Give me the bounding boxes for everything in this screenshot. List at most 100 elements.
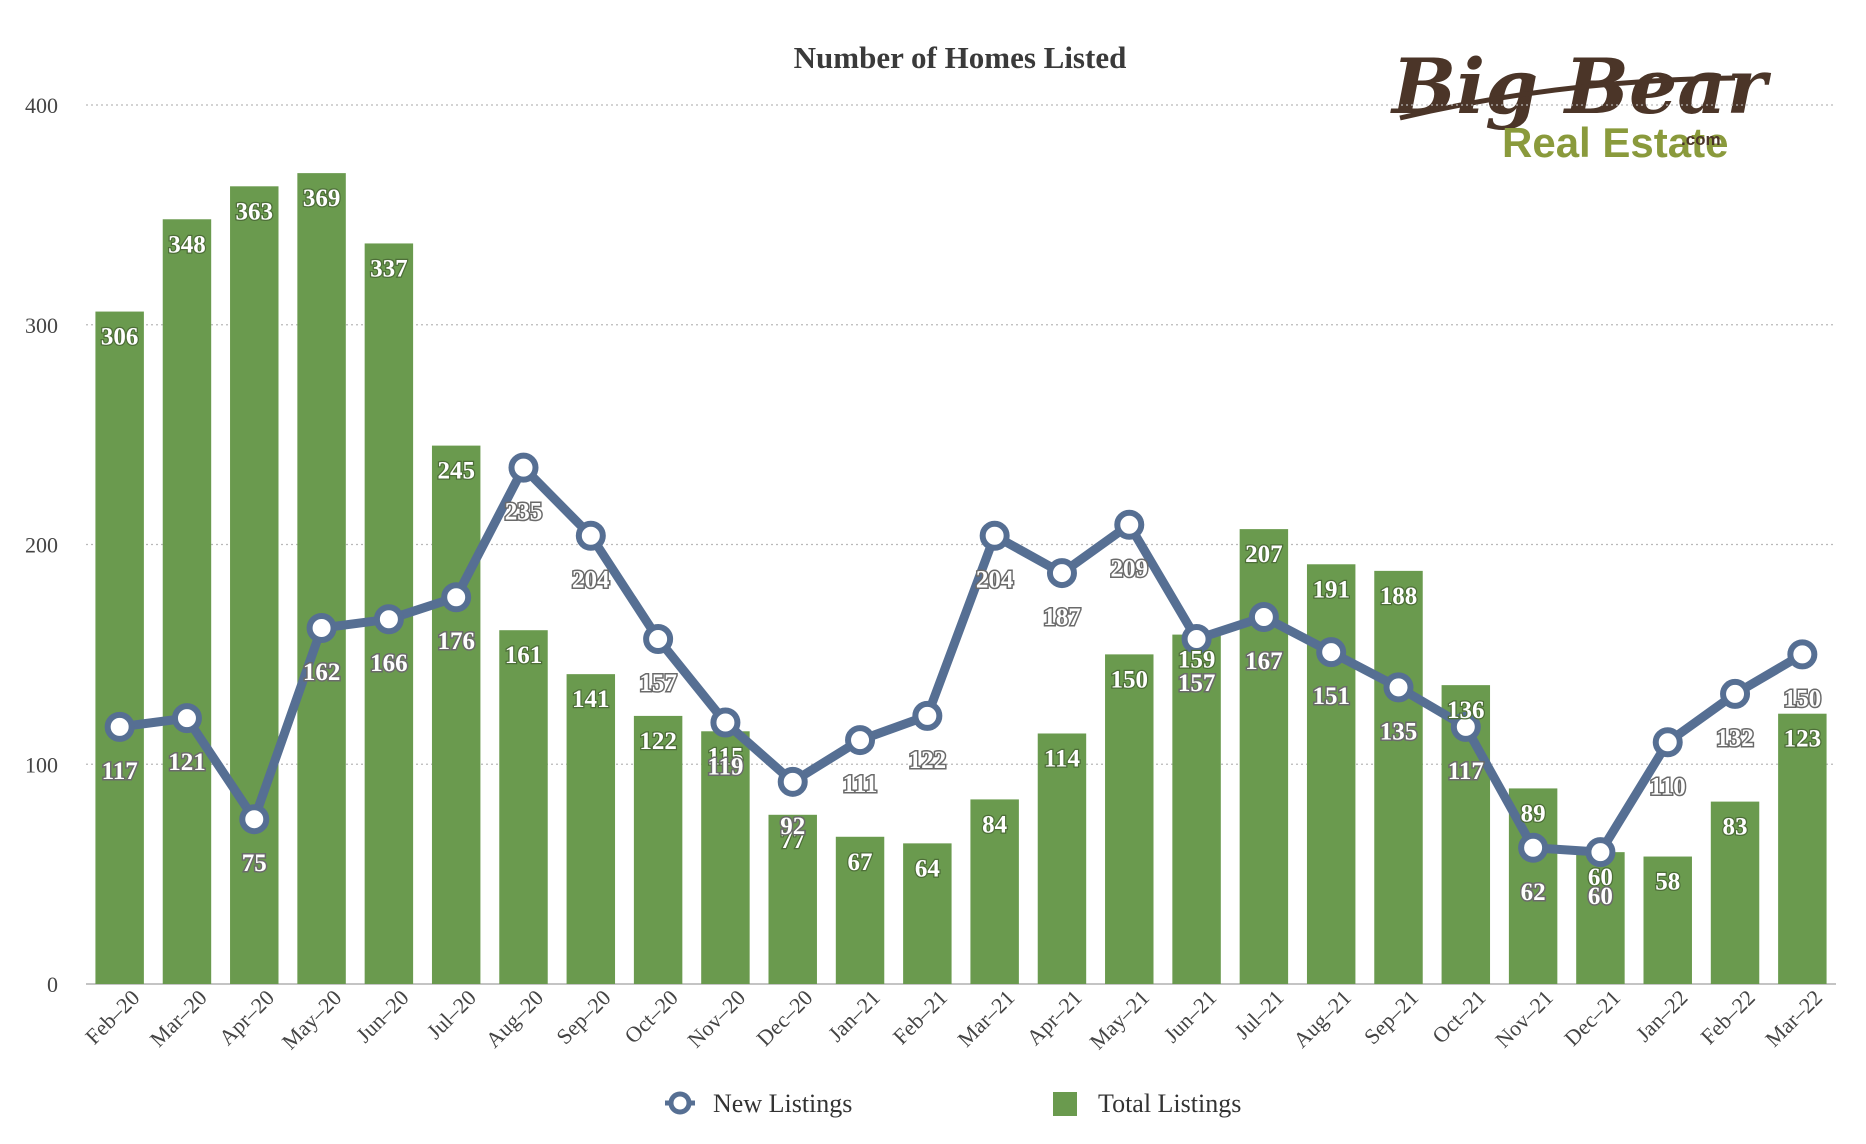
point-new-listings — [373, 604, 404, 635]
bar-total-listings — [835, 836, 885, 984]
point-new-listings — [1181, 623, 1212, 654]
bar-total-listings — [1374, 570, 1423, 984]
legend-label-total-listings: Total Listings — [1098, 1089, 1241, 1118]
point-new-listings — [1652, 727, 1683, 758]
bar-total-listings — [1306, 564, 1356, 984]
point-new-listings — [104, 711, 135, 742]
bar-total-listings — [970, 799, 1019, 984]
x-tick-label: May–20 — [277, 985, 347, 1055]
bar-value-label: 64 — [915, 855, 941, 882]
point-value-label: 204 — [572, 567, 610, 594]
point-value-label: 150 — [1784, 685, 1822, 712]
bar-total-listings — [633, 715, 683, 984]
gridlines — [86, 104, 1836, 765]
point-value-label: 151 — [1312, 683, 1350, 710]
bar-total-listings — [1172, 634, 1221, 984]
point-new-listings — [1585, 837, 1616, 868]
bar-value-label: 58 — [1655, 869, 1680, 896]
x-tick-label: Sep–20 — [551, 985, 615, 1049]
point-new-listings — [171, 703, 202, 734]
bar-total-listings — [1778, 713, 1827, 984]
bar-total-listings — [701, 731, 750, 984]
line-data-labels: 117 121 75 162 166 176 235 204 157 119 92 111 122 204… — [100, 497, 1823, 912]
line-series-new-listings — [104, 452, 1818, 868]
bar-value-label: 150 — [1111, 666, 1149, 693]
point-new-listings — [575, 520, 606, 551]
bar-total-listings — [230, 186, 279, 984]
point-new-listings — [1720, 678, 1751, 709]
bar-total-listings — [566, 674, 616, 984]
point-new-listings — [845, 725, 876, 756]
x-tick-label: Aug–20 — [480, 985, 548, 1053]
bar-total-listings — [431, 445, 481, 984]
point-value-label: 157 — [1178, 670, 1216, 697]
point-value-label: 135 — [1380, 718, 1418, 745]
bar-value-label: 337 — [370, 255, 408, 282]
bar-total-listings — [768, 814, 817, 984]
x-tick-label: Apr–21 — [1022, 985, 1087, 1050]
bar-value-label: 369 — [303, 185, 341, 212]
point-new-listings — [1787, 639, 1818, 670]
x-tick-label: Jan–22 — [1631, 985, 1693, 1047]
point-new-listings — [1383, 672, 1414, 703]
point-value-label: 110 — [1650, 773, 1686, 800]
bar-total-listings — [1037, 733, 1087, 984]
point-new-listings — [239, 804, 270, 835]
x-tick-label: Nov–20 — [682, 985, 750, 1053]
bar-value-label: 77 — [780, 827, 805, 854]
bar-value-label: 141 — [572, 686, 610, 713]
bar-series-total-listings — [95, 173, 1827, 984]
point-value-label: 209 — [1111, 556, 1149, 583]
point-value-label: 117 — [102, 758, 138, 785]
bar-value-label: 115 — [707, 743, 743, 770]
point-new-listings — [777, 766, 808, 797]
x-tick-label: Dec–21 — [1559, 985, 1625, 1051]
bar-value-label: 188 — [1380, 583, 1418, 610]
point-value-label: 92 — [780, 813, 805, 840]
point-value-label: 122 — [909, 747, 947, 774]
bar-value-label: 306 — [101, 324, 139, 351]
logo: Big Bear Real Estate .com — [1390, 42, 1772, 166]
point-value-label: 187 — [1043, 604, 1081, 631]
bar-value-label: 191 — [1312, 576, 1350, 603]
point-new-listings — [1046, 558, 1077, 589]
logo-text-suffix: .com — [1681, 130, 1721, 149]
bar-value-label: 136 — [1447, 697, 1485, 724]
point-new-listings — [912, 700, 943, 731]
x-tick-label: Apr–20 — [214, 985, 279, 1050]
point-value-label: 157 — [639, 670, 677, 697]
legend-marker-new-listings — [668, 1091, 692, 1115]
bar-total-listings — [1576, 852, 1625, 984]
y-tick-label: 400 — [25, 93, 58, 118]
point-value-label: 235 — [505, 499, 543, 526]
point-new-listings — [1518, 832, 1549, 863]
x-tick-label: Jan–21 — [823, 985, 885, 1047]
point-new-listings — [441, 582, 472, 613]
x-tick-label: May–21 — [1084, 985, 1154, 1055]
bar-total-listings — [162, 219, 212, 984]
bar-value-label: 84 — [982, 811, 1008, 838]
point-value-label: 204 — [976, 567, 1014, 594]
legend-swatch-total-listings — [1053, 1092, 1077, 1116]
chart-title: Number of Homes Listed — [794, 40, 1127, 75]
point-value-label: 111 — [843, 771, 878, 798]
point-new-listings — [979, 520, 1010, 551]
bar-value-label: 122 — [639, 728, 677, 755]
point-new-listings — [1248, 602, 1279, 633]
bar-value-label: 67 — [848, 849, 873, 876]
y-tick-label: 300 — [25, 313, 58, 338]
point-value-label: 121 — [168, 749, 206, 776]
logo-swoosh — [1399, 75, 1736, 121]
x-tick-label: Mar–21 — [952, 985, 1019, 1052]
bar-value-label: 83 — [1723, 814, 1748, 841]
bar-total-listings — [297, 173, 346, 984]
y-tick-label: 100 — [25, 752, 58, 777]
bar-total-listings — [499, 630, 548, 984]
point-new-listings — [1316, 637, 1347, 668]
bar-value-label: 159 — [1178, 647, 1216, 674]
point-new-listings — [710, 707, 741, 738]
point-new-listings — [1450, 711, 1481, 742]
bar-value-label: 348 — [168, 231, 206, 258]
x-tick-label: Mar–20 — [145, 985, 212, 1052]
